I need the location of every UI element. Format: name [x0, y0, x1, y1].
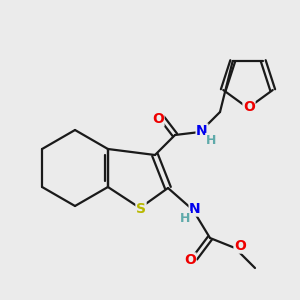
Text: O: O — [234, 239, 246, 253]
Text: N: N — [196, 124, 208, 138]
Text: S: S — [136, 202, 146, 216]
Text: O: O — [152, 112, 164, 126]
Text: H: H — [180, 212, 190, 224]
Text: O: O — [243, 100, 255, 114]
Text: H: H — [206, 134, 216, 146]
Text: O: O — [184, 253, 196, 267]
Text: N: N — [189, 202, 201, 216]
